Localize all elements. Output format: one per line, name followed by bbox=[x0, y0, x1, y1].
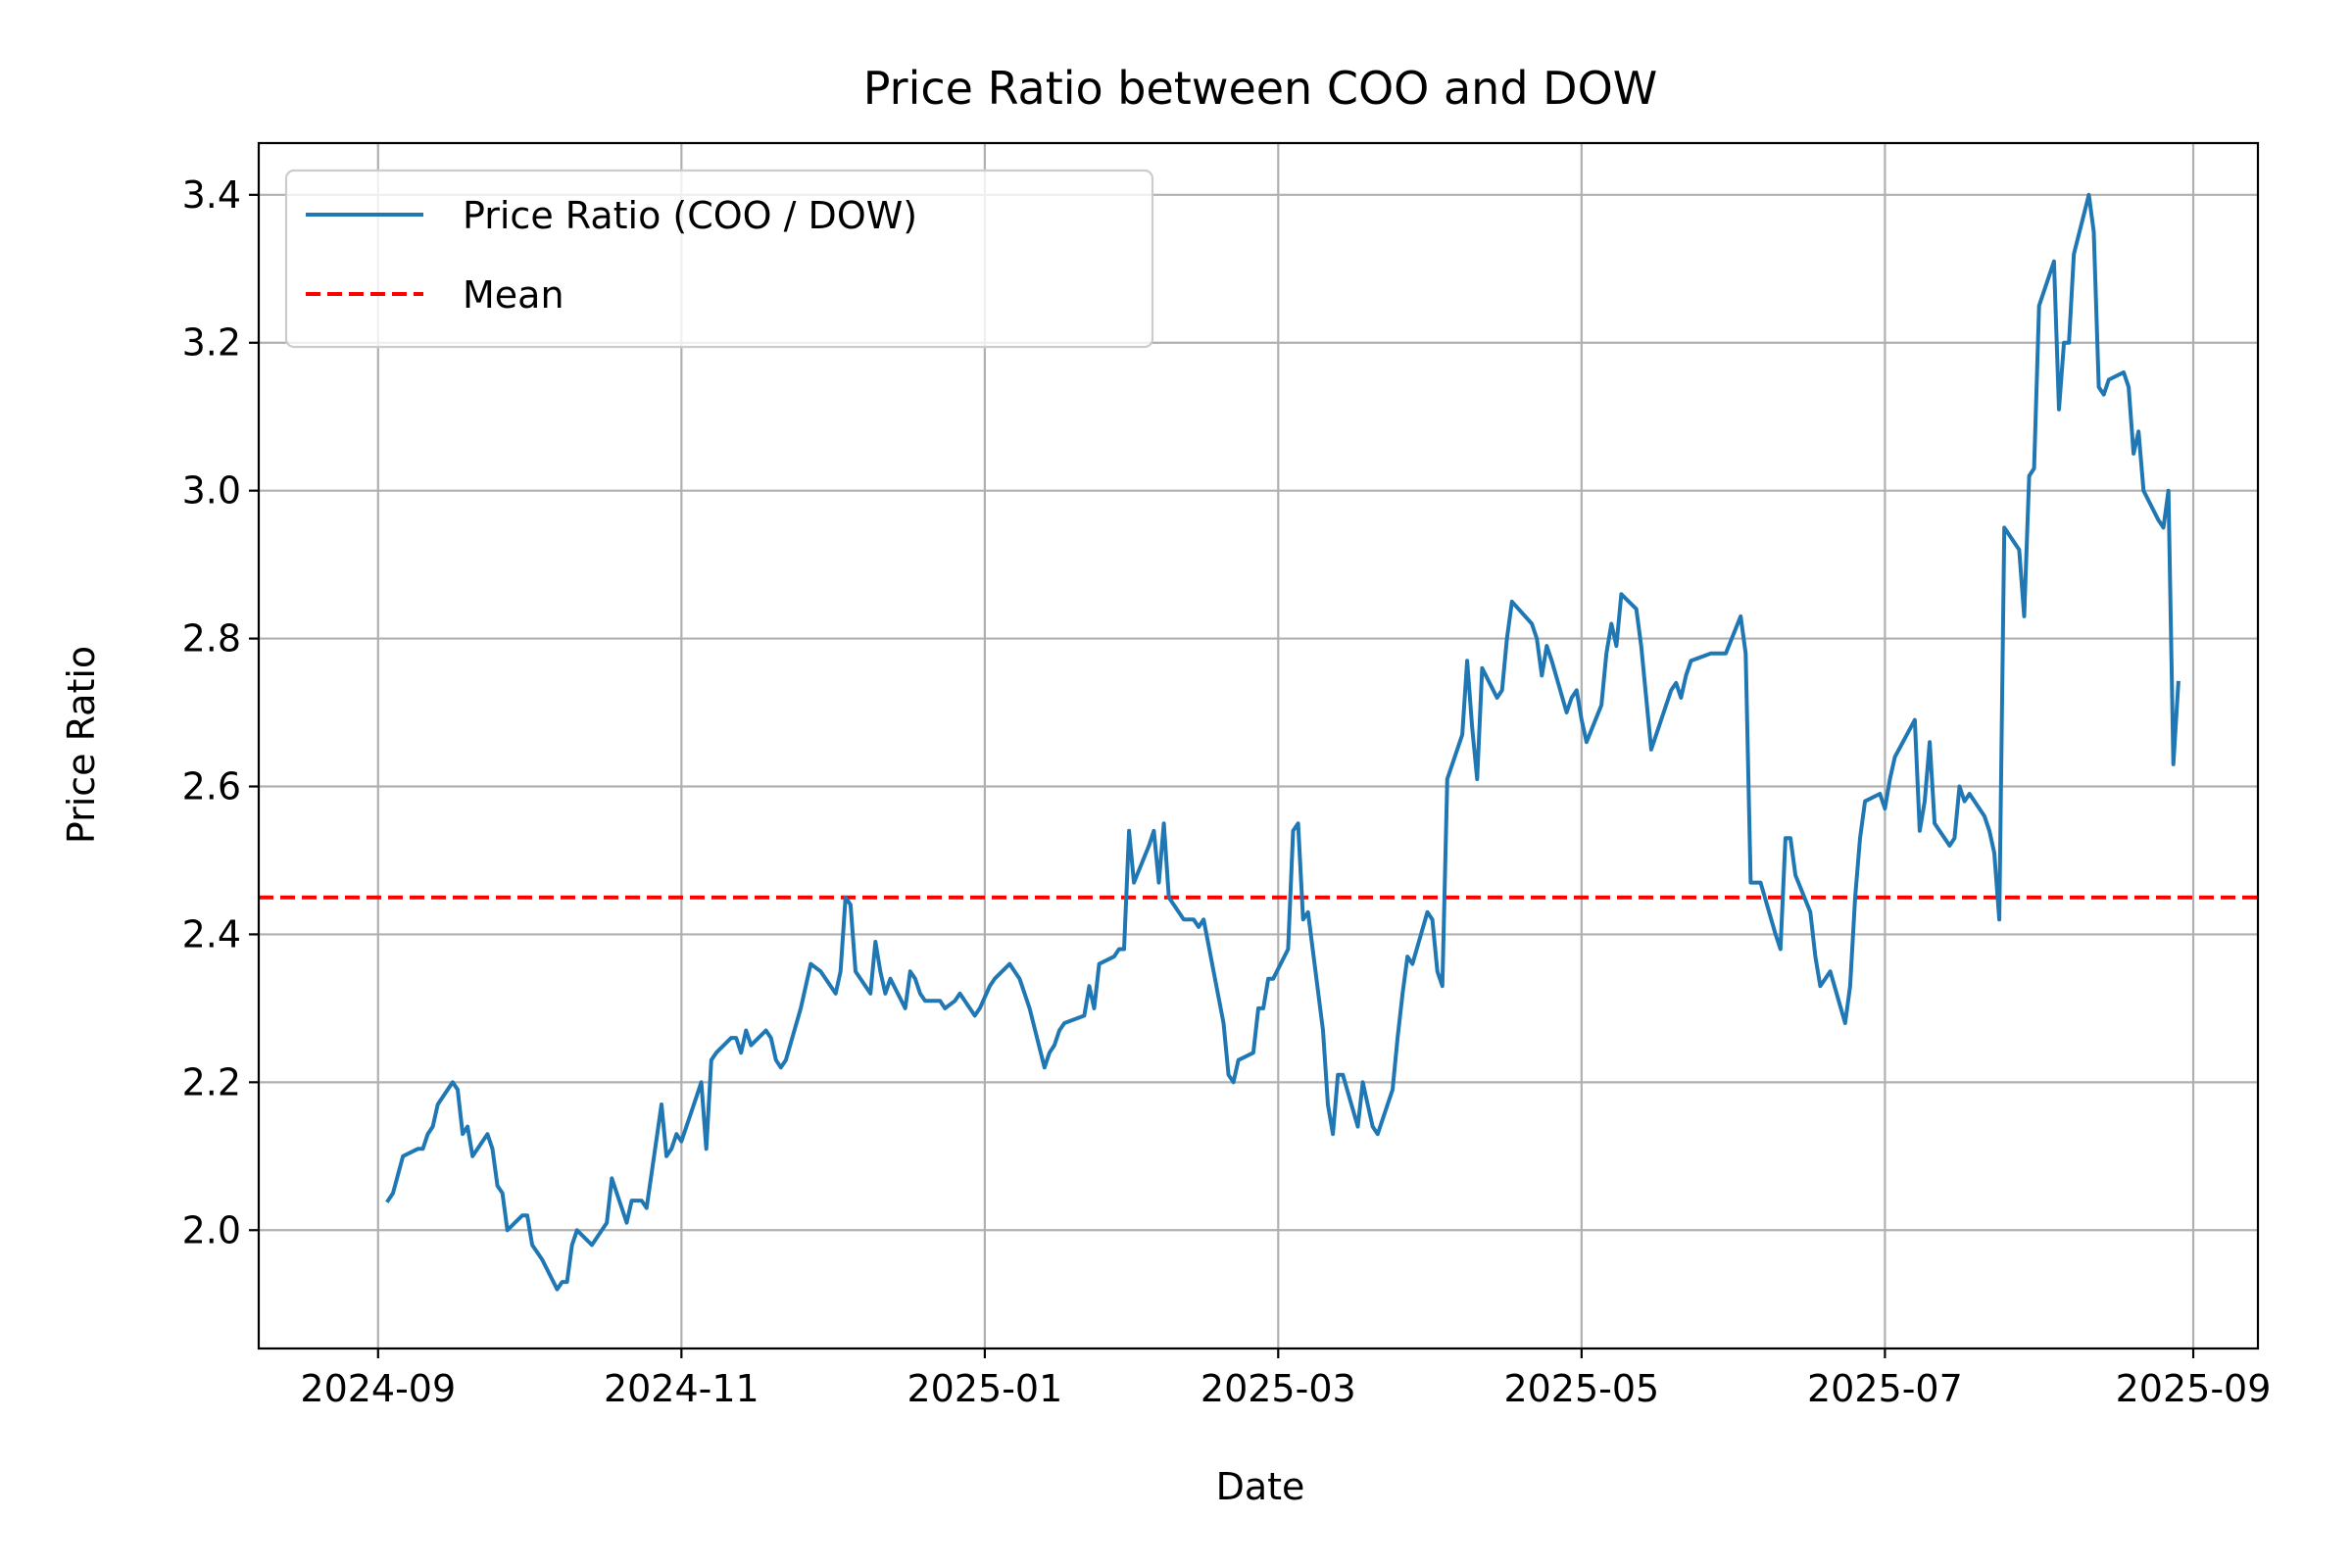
y-tick-label: 3.0 bbox=[182, 469, 241, 513]
x-tick-label: 2025-01 bbox=[907, 1367, 1063, 1410]
y-tick-label: 2.2 bbox=[182, 1060, 241, 1103]
x-tick-label: 2024-09 bbox=[300, 1367, 456, 1410]
x-tick-label: 2024-11 bbox=[604, 1367, 760, 1410]
x-tick-label: 2025-05 bbox=[1503, 1367, 1659, 1410]
legend-box bbox=[284, 169, 1154, 349]
legend-label-ratio: Price Ratio (COO / DOW) bbox=[463, 194, 917, 237]
y-tick-label: 2.0 bbox=[182, 1208, 241, 1251]
x-axis-ticks: 2024-09 2024-11 2025-01 2025-03 2025-05 2025-… bbox=[300, 1348, 2271, 1410]
y-tick-label: 2.4 bbox=[182, 912, 241, 956]
x-axis-label: Date bbox=[1216, 1465, 1305, 1508]
x-tick-label: 2025-09 bbox=[2116, 1367, 2272, 1410]
y-tick-label: 3.2 bbox=[182, 321, 241, 365]
legend-label-mean: Mean bbox=[463, 273, 564, 317]
price-ratio-line bbox=[385, 192, 2180, 1292]
y-axis-label: Price Ratio bbox=[60, 646, 103, 844]
y-tick-label: 2.6 bbox=[182, 765, 241, 808]
x-tick-label: 2025-03 bbox=[1200, 1367, 1356, 1410]
plot-area-frame bbox=[257, 141, 2260, 1350]
y-axis-ticks: 2.0 2.2 2.4 2.6 2.8 3.0 3.2 3.4 bbox=[182, 173, 259, 1251]
x-tick-label: 2025-07 bbox=[1807, 1367, 1963, 1410]
y-tick-label: 2.8 bbox=[182, 617, 241, 661]
y-tick-label: 3.4 bbox=[182, 173, 241, 217]
legend: Price Ratio (COO / DOW) Mean bbox=[284, 169, 1154, 349]
series-group bbox=[385, 192, 2180, 1292]
chart-title: Price Ratio between COO and DOW bbox=[863, 62, 1658, 115]
